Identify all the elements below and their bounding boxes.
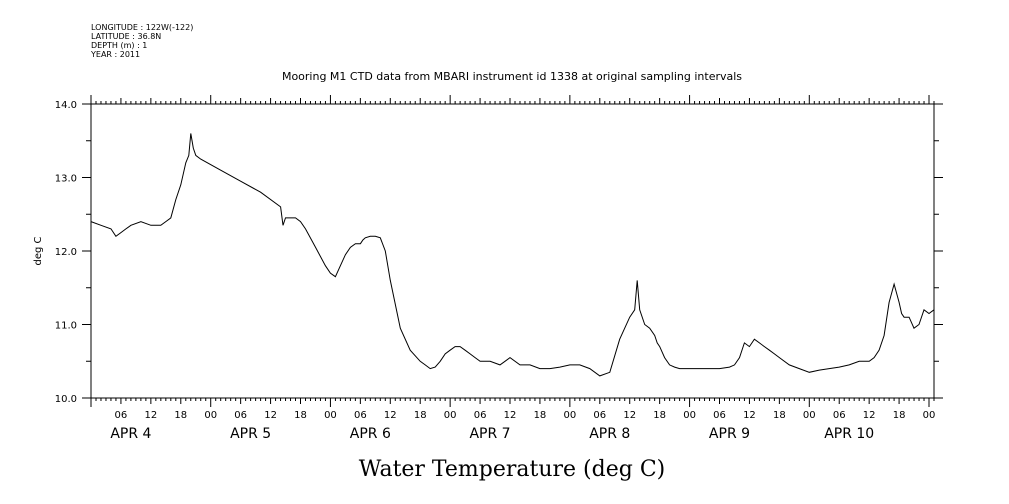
x-axis-label: Water Temperature (deg C) bbox=[359, 457, 666, 482]
x-hour-label: 12 bbox=[504, 410, 517, 421]
x-hour-label: 12 bbox=[264, 410, 277, 421]
x-hour-label: 06 bbox=[234, 410, 247, 421]
y-tick-label: 10.0 bbox=[55, 394, 77, 405]
x-hour-label: 12 bbox=[144, 410, 157, 421]
y-axis-label: deg C bbox=[33, 236, 44, 265]
series-layer bbox=[90, 133, 935, 377]
x-hour-label: 12 bbox=[863, 410, 876, 421]
x-hour-label: 06 bbox=[474, 410, 487, 421]
x-hour-label: 18 bbox=[294, 410, 307, 421]
header-info: LONGITUDE : 122W(-122) LATITUDE : 36.8N … bbox=[90, 23, 193, 59]
depth-label: DEPTH (m) : 1 bbox=[91, 41, 147, 50]
x-hour-label: 18 bbox=[534, 410, 547, 421]
y-tick-label: 14.0 bbox=[55, 100, 77, 111]
x-hour-label: 06 bbox=[115, 410, 128, 421]
x-hour-label: 06 bbox=[713, 410, 726, 421]
x-day-label: APR 7 bbox=[469, 426, 510, 442]
latitude-label: LATITUDE : 36.8N bbox=[91, 32, 161, 41]
x-hour-label: 18 bbox=[174, 410, 187, 421]
x-hour-label: 00 bbox=[204, 410, 217, 421]
x-hour-label: 06 bbox=[593, 410, 606, 421]
x-hour-label: 00 bbox=[923, 410, 936, 421]
plot-frame bbox=[90, 103, 935, 399]
x-hour-label: 18 bbox=[773, 410, 786, 421]
x-hour-label: 00 bbox=[444, 410, 457, 421]
x-axis: 06 12 18 00 06 12 18 00 06 12 18 00 06 12 18 00 06 12 18 00… bbox=[90, 95, 936, 442]
x-hour-label: 18 bbox=[414, 410, 427, 421]
y-tick-label: 13.0 bbox=[55, 174, 77, 185]
y-axis: 10.0 11.0 12.0 13.0 14.0 bbox=[55, 100, 943, 405]
x-hour-label: 00 bbox=[324, 410, 337, 421]
year-label: YEAR : 2011 bbox=[90, 50, 140, 59]
x-hour-label: 06 bbox=[833, 410, 846, 421]
x-hour-label: 18 bbox=[893, 410, 906, 421]
x-hour-label: 12 bbox=[623, 410, 636, 421]
x-day-label: APR 5 bbox=[230, 426, 271, 442]
x-day-label: APR 9 bbox=[709, 426, 750, 442]
x-hour-label: 18 bbox=[653, 410, 666, 421]
y-tick-label: 12.0 bbox=[55, 247, 77, 258]
y-tick-label: 11.0 bbox=[55, 321, 77, 332]
x-hour-label: 12 bbox=[384, 410, 397, 421]
x-day-label: APR 10 bbox=[824, 426, 874, 442]
x-day-label: APR 6 bbox=[350, 426, 391, 442]
series-line-0 bbox=[90, 133, 935, 377]
longitude-label: LONGITUDE : 122W(-122) bbox=[91, 23, 193, 32]
x-hour-label: 06 bbox=[354, 410, 367, 421]
x-day-label: APR 8 bbox=[589, 426, 630, 442]
x-hour-label: 00 bbox=[563, 410, 576, 421]
x-hour-label: 00 bbox=[683, 410, 696, 421]
x-day-label: APR 4 bbox=[110, 426, 151, 442]
x-hour-label: 12 bbox=[743, 410, 756, 421]
x-hour-label: 00 bbox=[803, 410, 816, 421]
chart-title: Mooring M1 CTD data from MBARI instrumen… bbox=[282, 70, 742, 83]
